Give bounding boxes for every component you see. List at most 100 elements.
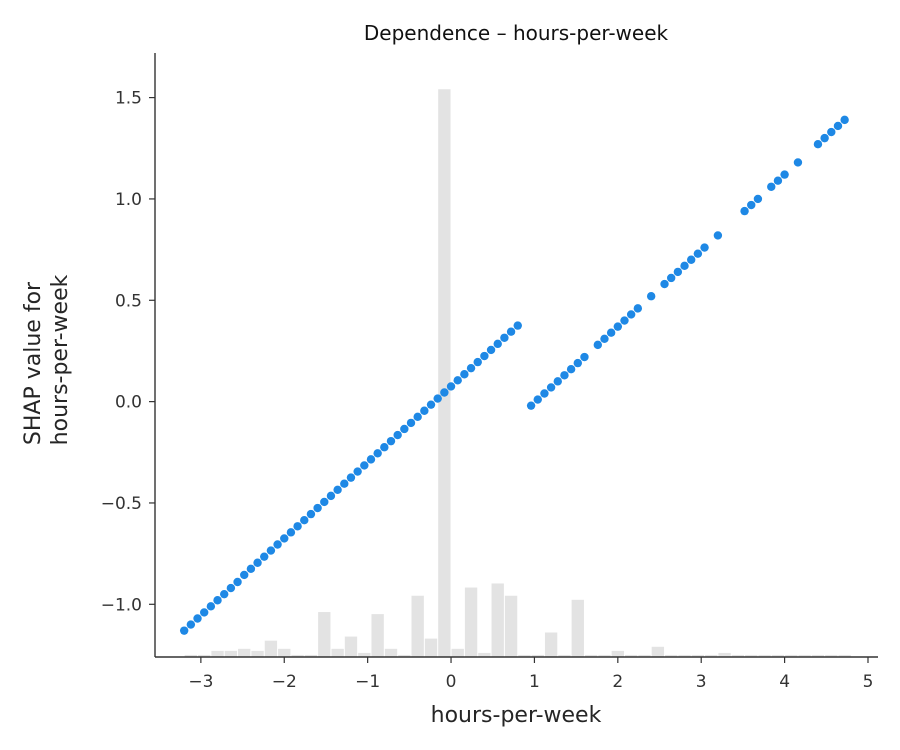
histogram-bar	[731, 654, 745, 657]
scatter-point	[773, 176, 783, 185]
histogram-bar	[198, 654, 211, 657]
scatter-point	[253, 558, 262, 567]
scatter-point	[526, 401, 536, 410]
histogram-bar	[678, 654, 691, 657]
histogram-bar	[371, 614, 384, 657]
scatter-point	[767, 182, 776, 191]
y-ticks: −1.0 −0.5 0.0 0.5 1.0 1.5	[101, 89, 155, 615]
y-tick-label: 1.5	[115, 89, 142, 109]
y-tick-label: −0.5	[101, 494, 142, 514]
histogram-bar	[438, 89, 451, 658]
scatter-point	[480, 351, 489, 361]
scatter-point	[360, 461, 369, 470]
scatter-point	[646, 292, 656, 301]
histogram-bar	[358, 652, 371, 657]
scatter-point	[593, 340, 603, 350]
scatter-point	[193, 614, 202, 623]
scatter-point	[753, 194, 763, 204]
scatter-point	[426, 400, 436, 409]
scatter-point	[346, 473, 356, 482]
y-axis-label-line-2: hours-per-week	[48, 274, 73, 445]
scatter-point	[606, 328, 616, 337]
histogram-bar	[184, 654, 198, 657]
histogram-bar	[624, 654, 638, 657]
y-tick-label: 1.0	[115, 190, 142, 210]
scatter-point	[446, 382, 456, 391]
scatter-point	[513, 321, 522, 330]
scatter-point	[473, 357, 482, 367]
scatter-point	[340, 479, 349, 488]
scatter-point	[673, 267, 683, 277]
scatter-point	[573, 358, 582, 368]
scatter-point	[486, 345, 496, 355]
scatter-point	[306, 509, 316, 519]
histogram-bar	[705, 654, 718, 657]
scatter-point	[380, 443, 389, 452]
y-axis-label: SHAP value for hours-per-week	[21, 274, 73, 445]
scatter-point	[466, 363, 476, 373]
scatter-point	[713, 231, 723, 240]
histogram-bar	[331, 648, 344, 657]
histogram-bar	[464, 587, 478, 657]
histogram-bar	[718, 652, 731, 657]
scatter-point	[186, 620, 196, 629]
histogram-bar	[544, 632, 558, 657]
scatter-point	[406, 418, 416, 428]
histogram-bar	[291, 654, 304, 657]
histogram-layer	[184, 89, 851, 658]
scatter-point	[747, 200, 756, 210]
scatter-point	[493, 339, 502, 349]
histogram-bar	[745, 654, 758, 657]
scatter-point	[660, 279, 669, 289]
x-tick-label: 2	[612, 672, 623, 692]
histogram-bar	[785, 654, 798, 657]
x-tick-label: −3	[188, 672, 213, 692]
scatter-point	[580, 352, 589, 362]
scatter-point	[546, 383, 556, 392]
scatter-point	[179, 626, 189, 635]
histogram-bar	[651, 646, 665, 657]
histogram-bar	[504, 595, 518, 657]
scatter-point	[566, 364, 576, 374]
x-tick-label: −1	[355, 672, 380, 692]
scatter-point	[400, 424, 409, 434]
scatter-point	[700, 243, 709, 252]
histogram-bar	[838, 654, 851, 657]
histogram-bar	[238, 648, 251, 657]
scatter-point	[240, 570, 249, 580]
x-tick-label: 5	[863, 672, 874, 692]
scatter-point	[740, 206, 749, 216]
histogram-bar	[825, 654, 838, 657]
histogram-bar	[211, 650, 224, 657]
scatter-point	[206, 602, 216, 611]
scatter-point	[820, 133, 829, 143]
histogram-bar	[424, 638, 438, 657]
scatter-point	[233, 577, 242, 587]
scatter-point	[533, 395, 542, 404]
scatter-point	[293, 522, 302, 531]
scatter-point	[200, 608, 209, 617]
scatter-point	[273, 540, 282, 549]
histogram-bar	[531, 654, 544, 657]
x-ticks: −3 −2 −1 0 1 2 3 4 5	[188, 657, 873, 692]
x-tick-label: 1	[529, 672, 540, 692]
scatter-point	[793, 158, 803, 167]
histogram-bar	[278, 648, 291, 657]
histogram-bar	[798, 654, 811, 657]
scatter-point	[353, 467, 362, 476]
scatter-point	[220, 589, 229, 599]
scatter-layer	[179, 115, 849, 635]
histogram-bar	[224, 650, 238, 657]
histogram-bar	[251, 650, 264, 657]
histogram-bar	[584, 654, 598, 657]
scatter-point	[286, 528, 296, 537]
scatter-point	[326, 491, 336, 501]
scatter-point	[433, 394, 442, 403]
histogram-bar	[665, 654, 678, 657]
scatter-point	[833, 121, 843, 131]
scatter-point	[393, 430, 402, 440]
x-tick-label: −2	[272, 672, 297, 692]
scatter-point	[680, 261, 689, 271]
histogram-bar	[491, 583, 504, 657]
x-tick-label: 3	[696, 672, 707, 692]
